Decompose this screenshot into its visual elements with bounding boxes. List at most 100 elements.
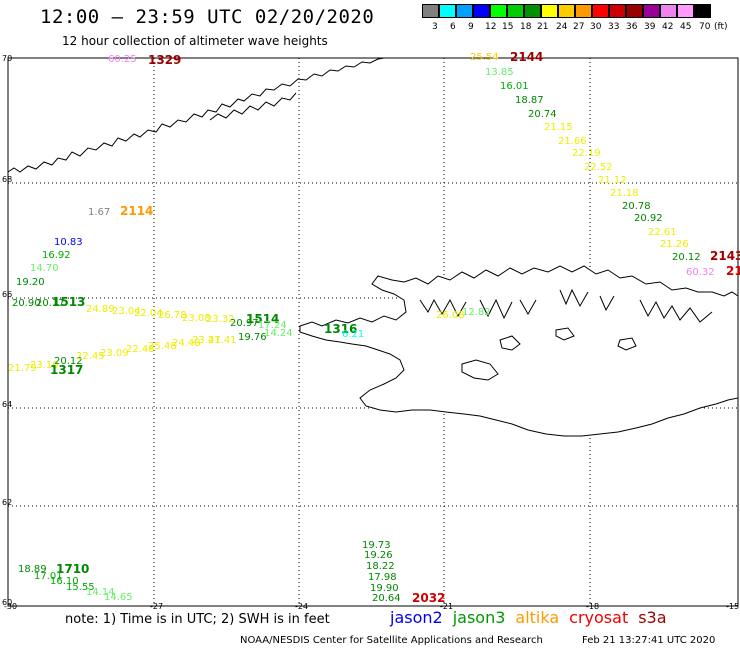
- wave-height-label: 21.41: [208, 335, 237, 346]
- color-scale-swatches: [422, 4, 711, 18]
- page-title: 12:00 – 23:59 UTC 02/20/2020: [40, 6, 375, 28]
- pass-time-label: 2114: [120, 204, 153, 218]
- scale-swatch: [507, 4, 524, 18]
- satellite-altika: altika: [515, 608, 560, 627]
- wave-height-label: 60.32: [686, 267, 715, 278]
- greenland-inner-coast: [209, 92, 297, 121]
- latitude-label: 64: [2, 400, 12, 409]
- scale-label: 3: [432, 22, 438, 32]
- scale-swatch: [490, 4, 507, 18]
- latitude-label: 66: [2, 290, 12, 299]
- longitude-label: -21: [440, 602, 453, 611]
- wave-height-label: 20.74: [528, 109, 557, 120]
- wave-height-label: 10.83: [54, 237, 83, 248]
- scale-label: 6: [450, 22, 456, 32]
- wave-height-label: 22.52: [584, 162, 613, 173]
- wave-height-label: 23.19: [30, 360, 59, 371]
- scale-swatch: [524, 4, 541, 18]
- wave-height-label: 26.78: [158, 310, 187, 321]
- pass-time-label: 1514: [246, 312, 279, 326]
- latitude-label: 60: [2, 598, 12, 607]
- observation-labels: 60.25 1329 25.54 2144 13.85 16.01 18.87 20.74 21…: [8, 50, 740, 605]
- pass-time-label: 21: [726, 264, 740, 278]
- longitude-label: -30: [4, 602, 17, 611]
- wave-height-label: 14.24: [264, 328, 293, 339]
- wave-height-label: 22.45: [76, 351, 105, 362]
- scale-label: 45: [680, 22, 692, 32]
- wave-height-label: 21.15: [544, 122, 573, 133]
- satellite-legend: jason2 jason3 altika cryosat s3a: [390, 608, 677, 627]
- satellite-jason3: jason3: [452, 608, 506, 627]
- wave-height-label: 23.32: [206, 314, 235, 325]
- pass-time-label: 1316: [324, 322, 357, 336]
- wave-height-label: 12.82: [462, 307, 491, 318]
- scale-swatch: [660, 4, 677, 18]
- units-note: note: 1) Time is in UTC; 2) SWH is in fe…: [65, 612, 330, 627]
- wave-height-label: 25.48: [148, 341, 177, 352]
- wave-height-label: 25.54: [470, 52, 499, 63]
- pass-time-label: 2144: [510, 50, 543, 64]
- pass-time-label: 1329: [148, 53, 181, 67]
- pass-time-label: 1317: [50, 363, 83, 377]
- scale-swatch: [575, 4, 592, 18]
- scale-swatch: [677, 4, 694, 18]
- wave-height-label: 19.90: [370, 583, 399, 594]
- wave-height-label: 22.19: [572, 148, 601, 159]
- scale-label: 33: [608, 22, 620, 32]
- color-scale-legend: 3 6 9 12 15 18 21 24 27 30 33 36 39 42 45 70 (ft): [422, 4, 728, 32]
- generated-timestamp: Feb 21 13:27:41 UTC 2020: [582, 635, 716, 646]
- wave-height-label: 20.12: [672, 252, 701, 263]
- scale-label: 27: [573, 22, 585, 32]
- scale-label: (ft): [714, 22, 728, 32]
- satellite-jason2: jason2: [390, 608, 443, 627]
- satellite-s3a: s3a: [638, 608, 667, 627]
- scale-swatch: [439, 4, 456, 18]
- page-subtitle: 12 hour collection of altimeter wave hei…: [62, 34, 328, 48]
- pass-time-label: 1710: [56, 562, 89, 576]
- wave-height-label: 19.20: [16, 277, 45, 288]
- latitude-label: 68: [2, 175, 12, 184]
- pass-time-label: 1513: [52, 295, 85, 309]
- iceland-lakes: [461, 327, 637, 381]
- scale-label: 21: [537, 22, 549, 32]
- wave-height-label: 17.24: [258, 320, 287, 331]
- wave-height-label: 20.92: [634, 213, 663, 224]
- latitude-label: 70: [2, 54, 12, 63]
- scale-swatch: [456, 4, 473, 18]
- wave-height-label: 18.89: [18, 564, 47, 575]
- wave-height-label: 16.10: [50, 576, 79, 587]
- pass-time-label: 2143: [710, 249, 740, 263]
- greenland-coastline: [7, 57, 385, 173]
- scale-swatch: [643, 4, 660, 18]
- wave-height-label: 15.55: [66, 582, 95, 593]
- wave-height-label: 13.85: [485, 67, 514, 78]
- wave-height-label: 17.98: [368, 572, 397, 583]
- wave-height-label: 20.97: [230, 318, 259, 329]
- wave-height-label: 23.47: [192, 335, 221, 346]
- wave-height-label: 21.26: [660, 239, 689, 250]
- scale-swatch: [558, 4, 575, 18]
- wave-height-label: 21.18: [610, 188, 639, 199]
- longitude-label: -24: [295, 602, 308, 611]
- wave-height-label: 20.64: [372, 593, 401, 604]
- wave-height-label: 23.09: [100, 348, 129, 359]
- scale-label: 18: [520, 22, 532, 32]
- wave-height-label: 24.48: [172, 338, 201, 349]
- scale-swatch: [626, 4, 643, 18]
- scale-swatch: [609, 4, 626, 18]
- longitude-label: -27: [150, 602, 163, 611]
- wave-height-label: 17.01: [34, 571, 63, 582]
- wave-height-label: 22.04: [134, 308, 163, 319]
- wave-height-label: 14.14: [86, 587, 115, 598]
- wave-height-label: 14.65: [104, 592, 133, 603]
- wave-height-label: 14.70: [30, 263, 59, 274]
- wave-height-label: 20.90: [12, 298, 41, 309]
- wave-height-label: 22.48: [126, 344, 155, 355]
- satellite-cryosat: cryosat: [569, 608, 629, 627]
- wave-height-label: 18.22: [366, 561, 395, 572]
- longitude-label: -18: [586, 602, 599, 611]
- scale-label: 36: [626, 22, 638, 32]
- scale-label: 9: [468, 22, 474, 32]
- wave-height-label: 60.25: [108, 54, 137, 65]
- wave-height-label: 6.21: [342, 329, 364, 340]
